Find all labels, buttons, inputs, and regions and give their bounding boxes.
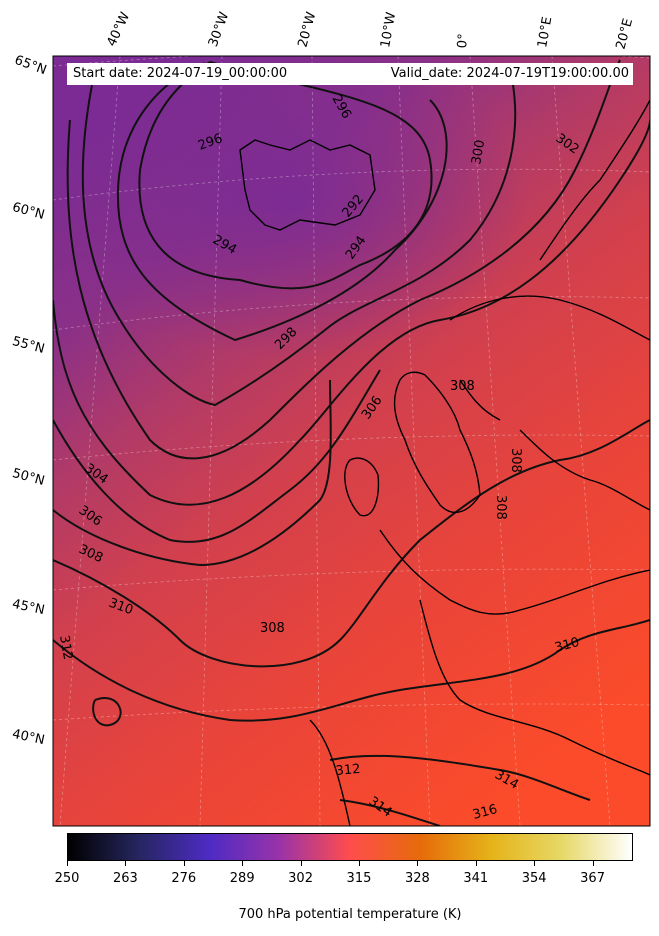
cold-core-shading [53,56,530,360]
contour-label: 308 [260,621,285,636]
contour-label: 300 [469,139,488,166]
contour-label: 316 [471,802,499,823]
colorbar-tick-label: 289 [229,871,255,886]
valid-date-text: Valid_date: 2024-07-19T19:00:00.00 [390,66,629,81]
colorbar-tick [592,861,594,866]
colorbar-tick-label: 341 [463,871,489,886]
colorbar-tick-label: 250 [54,871,80,886]
colorbar-tick [242,861,244,866]
colorbar-tick [67,861,68,866]
colorbar-tick [534,861,536,866]
colorbar-gradient [68,834,632,860]
colorbar-tick-label: 367 [580,871,605,886]
contour-label: 310 [553,635,581,656]
map-frame [52,55,651,827]
colorbar-tick-label: 302 [288,871,313,886]
colorbar-tick [475,861,477,866]
map-area: 296 296 300 302 292 294 294 298 306 308 … [53,56,650,826]
colorbar-title: 700 hPa potential temperature (K) [238,907,462,922]
colorbar-tick [358,861,360,866]
contour-label: 308 [493,495,508,520]
date-info-box: Start date: 2024-07-19_00:00:00 Valid_da… [67,63,633,85]
coastlines [239,99,650,826]
contour-label: 308 [508,448,523,473]
start-date-text: Start date: 2024-07-19_00:00:00 [73,66,288,81]
colorbar-tick-label: 315 [346,871,372,886]
colorbar [67,833,633,861]
contour-label: 312 [56,634,75,661]
colorbar-tick-label: 263 [112,871,138,886]
colorbar-tick [300,861,302,866]
graticule [53,56,650,826]
contour-label: 312 [335,762,361,779]
contour-label: 308 [450,379,475,394]
colorbar-tick-label: 354 [521,871,547,886]
colorbar-tick-label: 276 [171,871,197,886]
colorbar-tick-label: 328 [404,871,430,886]
isotherm-contours [53,59,650,826]
colorbar-tick [183,861,185,866]
lon-label-0: 0° [455,32,472,49]
colorbar-tick [125,861,127,866]
colorbar-tick [417,861,419,866]
